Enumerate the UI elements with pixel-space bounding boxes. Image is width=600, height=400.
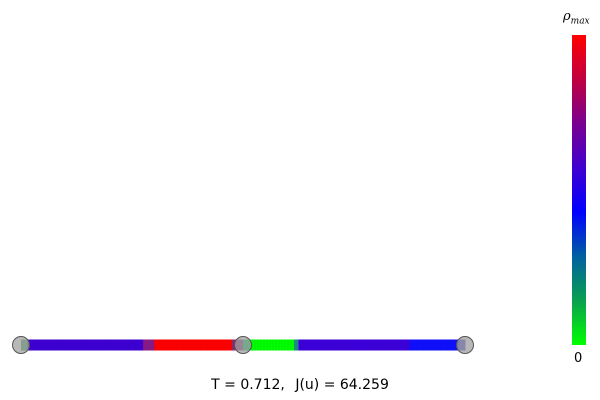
edge-right-segment-4 <box>298 339 410 351</box>
node-n2 <box>234 336 252 354</box>
edge-left-segment-3 <box>143 339 155 351</box>
colorbar-min-label: 0 <box>574 351 583 366</box>
edge-right <box>242 339 466 351</box>
edge-left <box>20 339 244 351</box>
time-label: T = 0.712, <box>211 377 285 393</box>
edge-right-segment-3 <box>294 339 299 351</box>
cost-label: J(u) = 64.259 <box>295 377 389 393</box>
node-n3 <box>456 336 474 354</box>
network-edges <box>20 339 466 351</box>
colorbar <box>572 35 586 345</box>
colorbar-max-label: ρmax <box>563 9 590 27</box>
edge-left-segment-2 <box>27 339 144 351</box>
edge-right-segment-2 <box>249 339 295 351</box>
network-nodes <box>12 336 474 354</box>
edge-left-segment-4 <box>154 339 233 351</box>
edge-right-segment-5 <box>409 339 459 351</box>
caption: T = 0.712, J(u) = 64.259 <box>0 377 600 393</box>
node-n1 <box>12 336 30 354</box>
